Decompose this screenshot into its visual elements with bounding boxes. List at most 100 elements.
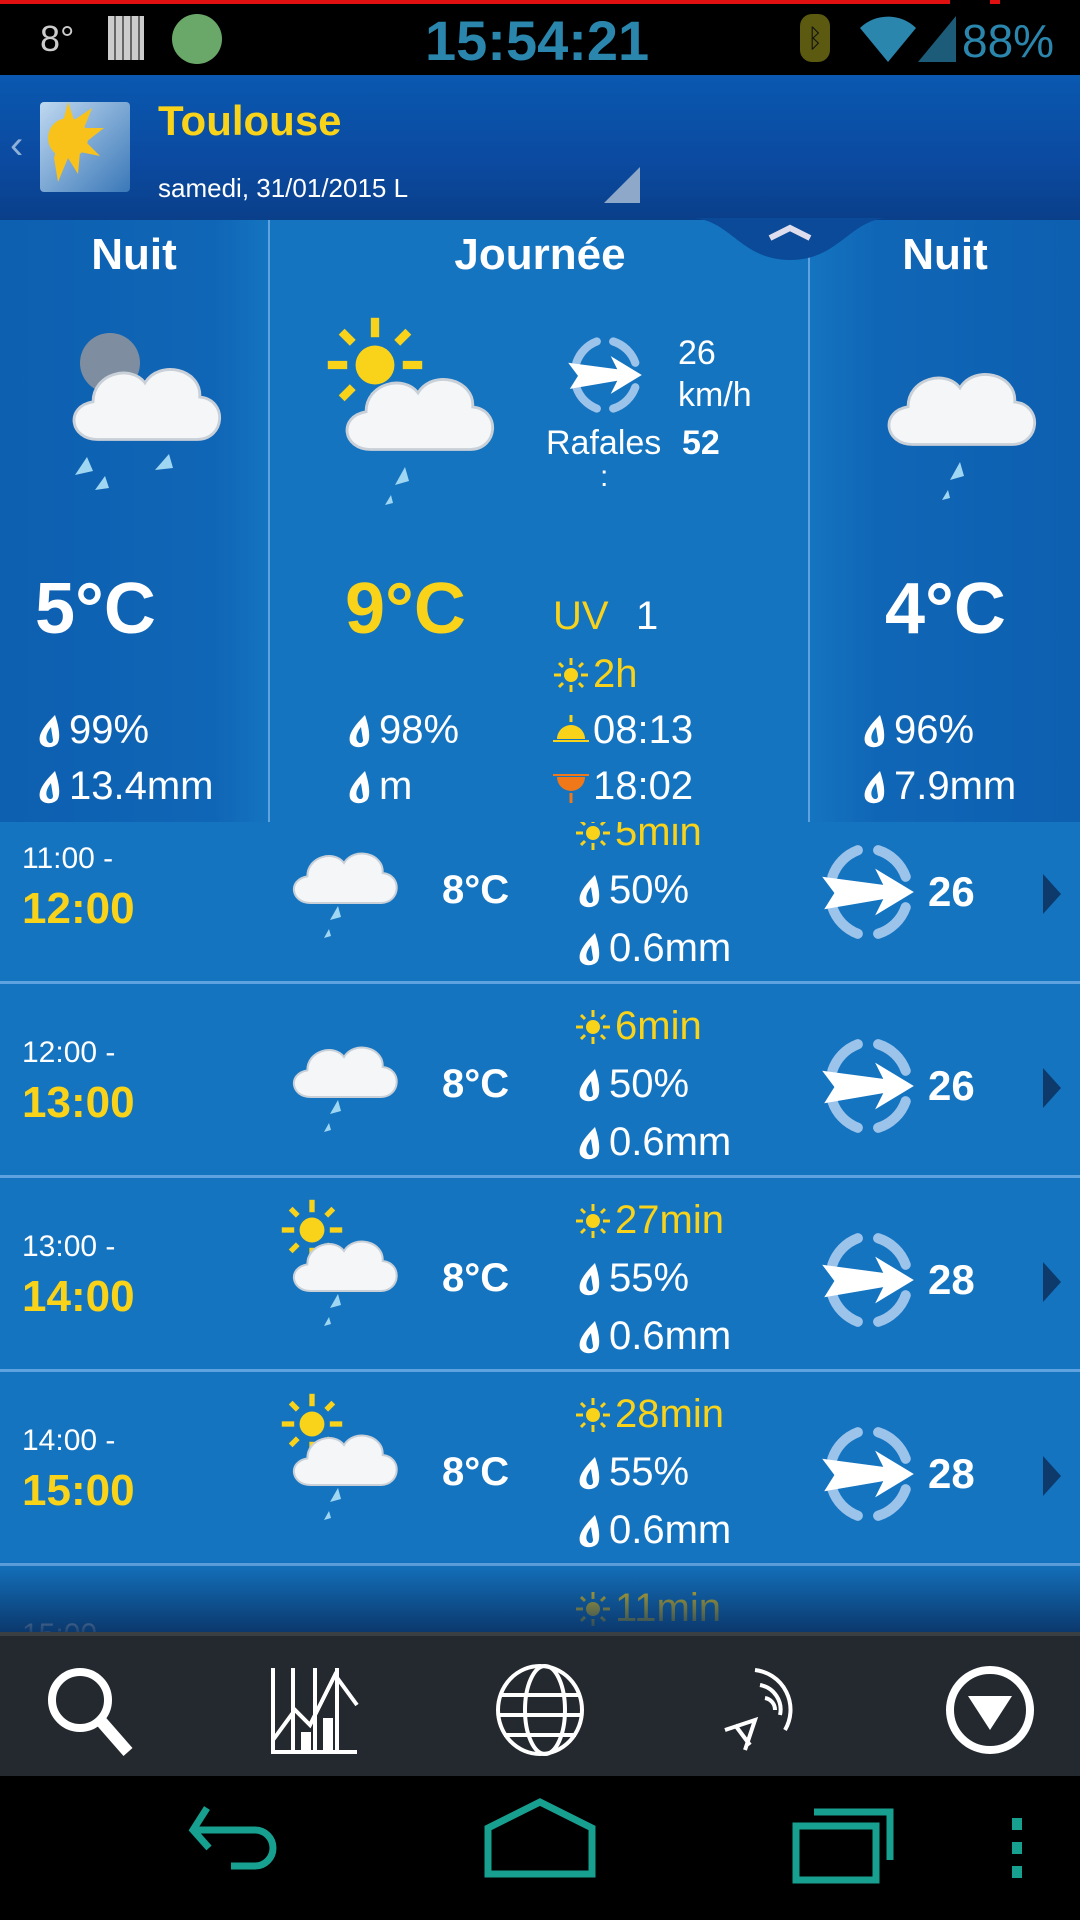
sun-icon [575,822,611,851]
search-icon[interactable] [40,1660,140,1760]
drop-icon [575,1067,605,1103]
bottom-toolbar [0,1632,1080,1776]
drop-icon [575,1455,605,1491]
day-summary-panel: Nuit 5°C 99% 13.4mm Journée 9°C 26 km/h … [0,218,1080,822]
wind-direction-icon [812,1224,924,1336]
precip-amount: 0.6mm [609,1314,732,1358]
hour-temperature: 8°C [442,868,510,912]
chevron-right-icon[interactable] [1043,1262,1061,1302]
drop-icon [575,1261,605,1297]
night-after-column: Nuit 4°C 96% 7.9mm [810,220,1080,822]
wifi-signal-icon [860,16,956,63]
hour-from: 13:00 - [22,1230,116,1263]
hour-from: 12:00 - [22,1036,116,1069]
drop-icon [345,713,375,749]
notification-dot-icon [172,14,222,64]
status-temp: 8° [40,18,75,59]
wind-speed: 26 [928,868,975,915]
hourly-row[interactable]: 11:00 - 12:00 8°C 5min 50% 0.6mm 26 [0,822,1080,984]
wind-speed: 28 [928,1256,975,1303]
drop-icon [575,931,605,967]
back-chevron-icon[interactable]: ‹ [10,123,24,167]
precip-amount: 7.9mm [894,764,1017,808]
wind-direction-icon [812,1030,924,1142]
precip-probability: 55% [609,1450,690,1494]
precip-amount: 0.6mm [609,1508,732,1552]
sunset-time: 18:02 [593,764,694,808]
hourly-row[interactable]: 14:00 - 15:00 8°C 28min 55% 0.6mm 28 [0,1372,1080,1566]
sunset-icon [553,773,589,803]
collapse-tab[interactable] [690,218,890,264]
uv-value: 1 [636,594,659,638]
precip-probability: 55% [609,1256,690,1300]
precip-probability: 96% [894,708,975,752]
dropdown-menu-icon[interactable] [940,1660,1040,1760]
chevron-right-icon[interactable] [1043,874,1061,914]
precip-amount: 0.6mm [609,1120,732,1164]
sunshine-duration: 6min [615,1004,702,1048]
system-nav-bar [0,1776,1080,1920]
sun-cloud-rain-icon [325,315,495,505]
chart-icon[interactable] [265,1660,365,1760]
globe-icon[interactable] [490,1660,590,1760]
hourly-row[interactable]: 13:00 - 14:00 8°C 27min 55% 0.6mm 28 [0,1178,1080,1372]
recent-apps-icon[interactable] [790,1806,900,1886]
sunrise-time: 08:13 [593,708,694,752]
cloud-rain-icon [887,373,1037,500]
drop-icon [35,713,65,749]
back-icon[interactable] [185,1806,295,1886]
wind-speed: 28 [928,1450,975,1497]
date-label[interactable]: samedi, 31/01/2015 L [158,173,409,203]
chevron-right-icon[interactable] [1043,1456,1061,1496]
sunrise-icon [553,714,589,742]
clock: 15:54:21 [425,9,650,72]
hour-temperature: 8°C [442,1450,510,1494]
drop-icon [860,713,890,749]
precip-probability: 50% [609,868,690,912]
precip-amount: 13.4mm [69,764,214,808]
temperature: 9°C [345,569,466,649]
precip-amount: m [379,764,413,808]
column-label: Nuit [91,230,177,279]
hour-to: 14:00 [22,1272,135,1321]
app-logo-icon[interactable] [40,102,130,192]
sunshine-duration: 28min [615,1392,724,1436]
progress-line [990,0,1000,4]
wind-direction-icon [812,1418,924,1530]
sim-icon [108,16,144,60]
dropdown-corner-icon[interactable] [604,167,640,203]
gusts-colon: : [600,460,609,493]
bluetooth-icon: ᛒ [800,14,830,62]
sunshine-duration: 11min [615,1586,721,1630]
column-label: Nuit [902,230,988,279]
divider [808,220,810,822]
uv-label: UV [553,594,609,638]
wind-speed: 26 [678,334,716,372]
home-icon[interactable] [480,1798,600,1878]
drop-icon [575,1513,605,1549]
hour-temperature: 8°C [442,1062,510,1106]
status-bar: 8° 15:54:21 ᛒ 88% [0,0,1080,75]
drop-icon [860,769,890,805]
overflow-menu-icon[interactable] [1010,1816,1024,1886]
drop-icon [345,769,375,805]
wind-speed: 26 [928,1062,975,1109]
divider [268,220,270,822]
hour-to: 12:00 [22,884,135,933]
precip-probability: 50% [609,1062,690,1106]
app-header: ‹ Toulouse samedi, 31/01/2015 L [0,75,1080,220]
moon-cloud-showers-icon [72,333,222,490]
sun-icon [553,657,589,693]
satellite-icon[interactable] [715,1660,815,1760]
sun-icon [575,1203,611,1239]
city-name[interactable]: Toulouse [158,97,342,144]
temperature: 4°C [885,569,1006,649]
sun-icon [575,1397,611,1433]
chevron-right-icon[interactable] [1043,1068,1061,1108]
hourly-row[interactable]: 15:00 11min [0,1566,1080,1632]
drop-icon [575,1319,605,1355]
day-column: Journée 9°C 26 km/h Rafales 52 : UV 1 2h… [270,220,808,822]
hourly-row[interactable]: 12:00 - 13:00 8°C 6min 50% 0.6mm 26 [0,984,1080,1178]
hourly-forecast-list[interactable]: 11:00 - 12:00 8°C 5min 50% 0.6mm 26 12:00 - 13:0… [0,822,1080,1632]
sun-cloud-rain-icon [280,1198,398,1326]
